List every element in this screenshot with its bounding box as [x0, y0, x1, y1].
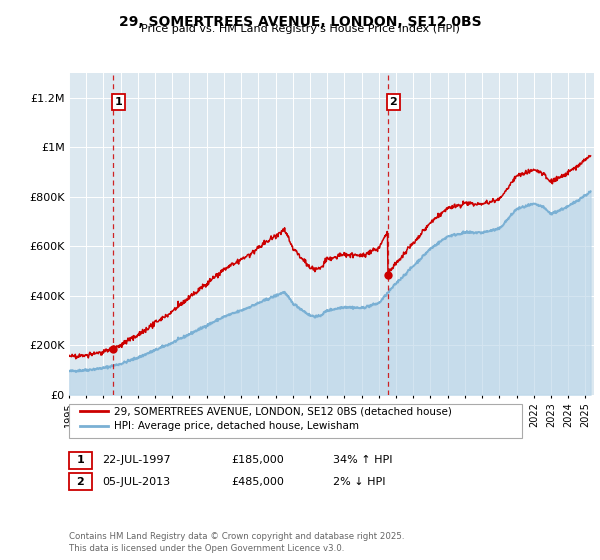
Text: 1: 1 [115, 97, 122, 107]
Text: £485,000: £485,000 [231, 477, 284, 487]
Text: £185,000: £185,000 [231, 455, 284, 465]
Text: 2% ↓ HPI: 2% ↓ HPI [333, 477, 386, 487]
Text: 29, SOMERTREES AVENUE, LONDON, SE12 0BS: 29, SOMERTREES AVENUE, LONDON, SE12 0BS [119, 15, 481, 29]
Text: 1: 1 [77, 455, 84, 465]
Text: Price paid vs. HM Land Registry's House Price Index (HPI): Price paid vs. HM Land Registry's House … [140, 24, 460, 34]
Text: 05-JUL-2013: 05-JUL-2013 [102, 477, 170, 487]
Text: HPI: Average price, detached house, Lewisham: HPI: Average price, detached house, Lewi… [114, 421, 359, 431]
Text: 22-JUL-1997: 22-JUL-1997 [102, 455, 170, 465]
Text: 2: 2 [389, 97, 397, 107]
Text: Contains HM Land Registry data © Crown copyright and database right 2025.
This d: Contains HM Land Registry data © Crown c… [69, 533, 404, 553]
Text: 34% ↑ HPI: 34% ↑ HPI [333, 455, 392, 465]
Text: 2: 2 [77, 477, 84, 487]
Text: 29, SOMERTREES AVENUE, LONDON, SE12 0BS (detached house): 29, SOMERTREES AVENUE, LONDON, SE12 0BS … [114, 406, 452, 416]
